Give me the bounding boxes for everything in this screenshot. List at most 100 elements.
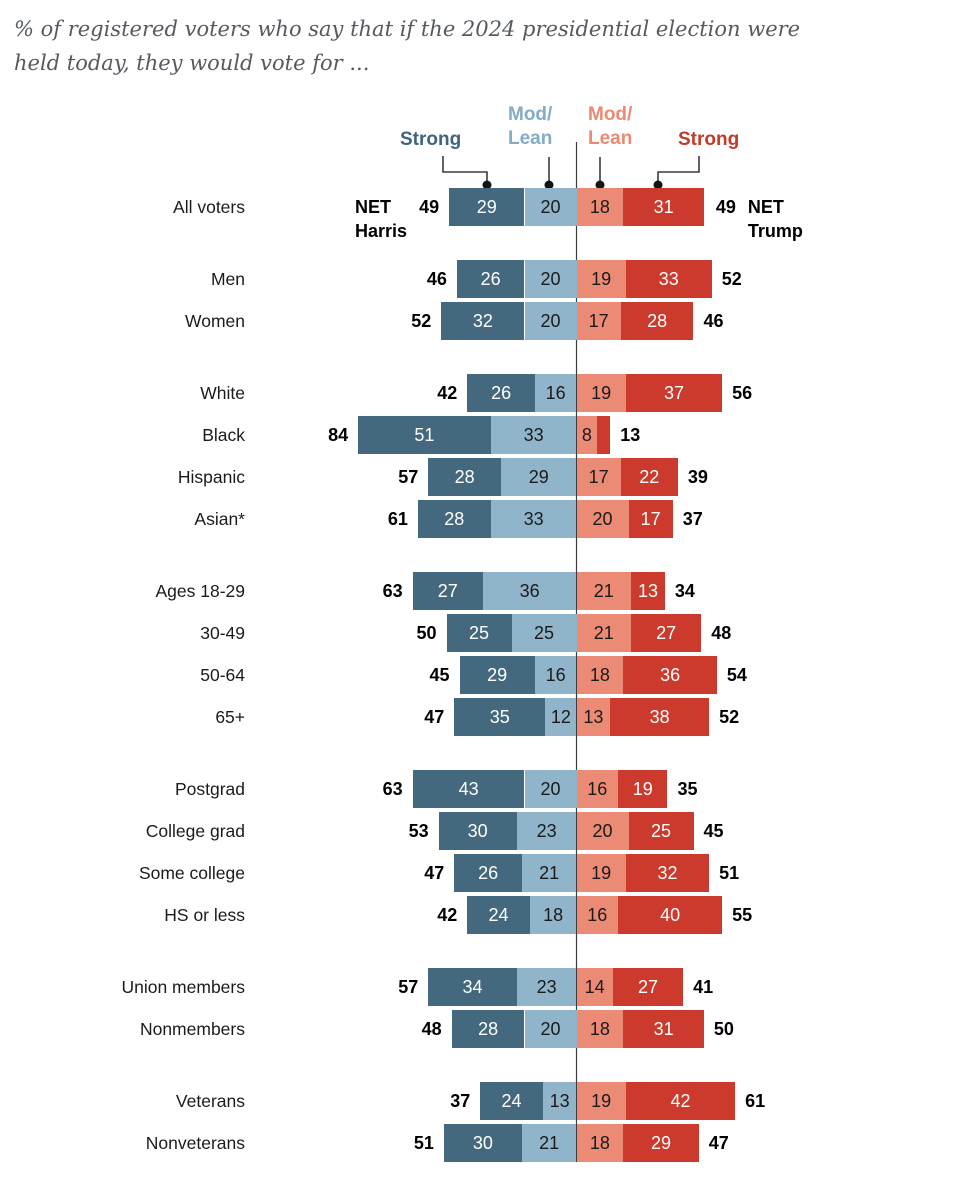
row-label: Women (185, 311, 245, 331)
segment-value-label: 34 (462, 977, 483, 997)
strong-harris-connector (442, 156, 488, 183)
segment-value-label: 31 (653, 1019, 674, 1039)
bar-segment-strong-trump (620, 458, 678, 496)
bar-segment-lean-harris (490, 416, 577, 454)
segment-value-label: 13 (549, 1091, 570, 1111)
net-harris-value: 42 (437, 905, 458, 925)
segment-value-label: 21 (539, 1133, 560, 1153)
bar-segment-strong-harris (454, 698, 546, 736)
segment-value-label: 27 (437, 581, 458, 601)
net-trump-value: 61 (745, 1091, 766, 1111)
bar-segment-strong-harris (456, 260, 525, 298)
bar-segment-lean-harris (524, 260, 577, 298)
chart-subtitle-line1: % of registered voters who say that if t… (14, 17, 801, 41)
row-label: Black (202, 425, 245, 445)
segment-value-label: 26 (478, 863, 499, 883)
row-label: Nonveterans (145, 1133, 245, 1153)
bar-segment-lean-trump (576, 572, 632, 610)
net-harris-value: 84 (328, 425, 349, 445)
chart-subtitle-line2: held today, they would vote for ... (14, 51, 370, 75)
net-trump-value: 37 (682, 509, 703, 529)
bar-segment-lean-trump (576, 656, 624, 694)
net-harris-value: 46 (426, 269, 447, 289)
bar-segment-lean-trump (576, 1082, 626, 1120)
net-trump-value: 56 (732, 383, 753, 403)
bar-segment-strong-trump (628, 812, 694, 850)
bar-segment-lean-trump (576, 500, 629, 538)
segment-value-label: 37 (663, 383, 684, 403)
row-label: Union members (121, 977, 245, 997)
bar-segment-lean-harris (545, 698, 577, 736)
bar-segment-lean-harris (524, 302, 577, 340)
net-trump-value: 55 (732, 905, 753, 925)
segment-value-label: 40 (660, 905, 681, 925)
row-label: 50-64 (200, 665, 245, 685)
segment-value-label: 31 (653, 197, 674, 217)
bar-segment-lean-trump (576, 812, 629, 850)
segment-value-label: 19 (591, 383, 612, 403)
legend-strong-harris-label: Strong (400, 129, 462, 150)
segment-value-label: 23 (536, 977, 557, 997)
bar-segment-strong-harris (428, 968, 517, 1006)
segment-value-label: 18 (589, 665, 610, 685)
segment-value-label: 14 (584, 977, 605, 997)
row-label: Nonmembers (139, 1019, 245, 1039)
segment-value-label: 25 (468, 623, 490, 643)
segment-value-label: 29 (650, 1133, 671, 1153)
net-harris-value: 42 (437, 383, 458, 403)
segment-value-label: 13 (583, 707, 604, 727)
segment-value-label: 20 (540, 779, 561, 799)
bar-segment-strong-harris (446, 614, 512, 652)
segment-value-label: 29 (528, 467, 549, 487)
row-label: Hispanic (177, 467, 245, 487)
row-label: Asian* (194, 509, 245, 529)
net-trump-value: 52 (721, 269, 742, 289)
bar-segment-lean-harris (529, 896, 577, 934)
net-harris-value: 49 (419, 197, 440, 217)
segment-value-label: 16 (545, 383, 566, 403)
bar-segment-lean-harris (516, 812, 577, 850)
segment-value-label: 32 (657, 863, 678, 883)
segment-value-label: 29 (487, 665, 508, 685)
bar-segment-strong-harris (467, 896, 530, 934)
bar-segment-strong-trump (623, 656, 717, 694)
chart-subtitle: % of registered voters who say that if t… (14, 12, 800, 80)
segment-value-label: 32 (472, 311, 493, 331)
segment-value-label: 22 (639, 467, 660, 487)
net-trump-value: 41 (693, 977, 714, 997)
bar-segment-lean-harris (534, 374, 577, 412)
row-label: All voters (173, 197, 245, 217)
bar-segment-strong-harris (428, 458, 502, 496)
bar-segment-lean-trump (576, 896, 619, 934)
row-label: HS or less (164, 905, 245, 925)
segment-value-label: 26 (491, 383, 512, 403)
bar-segment-lean-trump (576, 1124, 624, 1162)
bar-segment-lean-harris (524, 1010, 577, 1048)
segment-value-label: 20 (540, 1019, 561, 1039)
row-label: Veterans (175, 1091, 245, 1111)
bar-segment-strong-harris (451, 1010, 525, 1048)
segment-value-label: 8 (581, 425, 592, 445)
net-harris-value: 47 (424, 863, 445, 883)
bar-segment-strong-harris (449, 188, 525, 226)
net-trump-value: 47 (708, 1133, 729, 1153)
segment-value-label: 27 (656, 623, 677, 643)
segment-value-label: 20 (540, 311, 561, 331)
bar-segment-lean-harris (521, 854, 577, 892)
segment-value-label: 25 (650, 821, 672, 841)
segment-value-label: 18 (543, 905, 564, 925)
net-harris-value: 50 (416, 623, 437, 643)
segment-value-label: 29 (476, 197, 497, 217)
segment-value-label: 20 (540, 197, 561, 217)
segment-value-label: 19 (632, 779, 653, 799)
bar-segment-strong-trump (623, 1010, 704, 1048)
segment-value-label: 36 (519, 581, 540, 601)
segment-value-label: 42 (670, 1091, 691, 1111)
segment-value-label: 43 (458, 779, 479, 799)
segment-value-label: 26 (480, 269, 501, 289)
segment-value-label: 27 (637, 977, 658, 997)
bar-segment-strong-harris (441, 302, 525, 340)
segment-value-label: 33 (658, 269, 679, 289)
net-trump-value: 49 (715, 197, 736, 217)
bar-segment-strong-harris (459, 656, 535, 694)
